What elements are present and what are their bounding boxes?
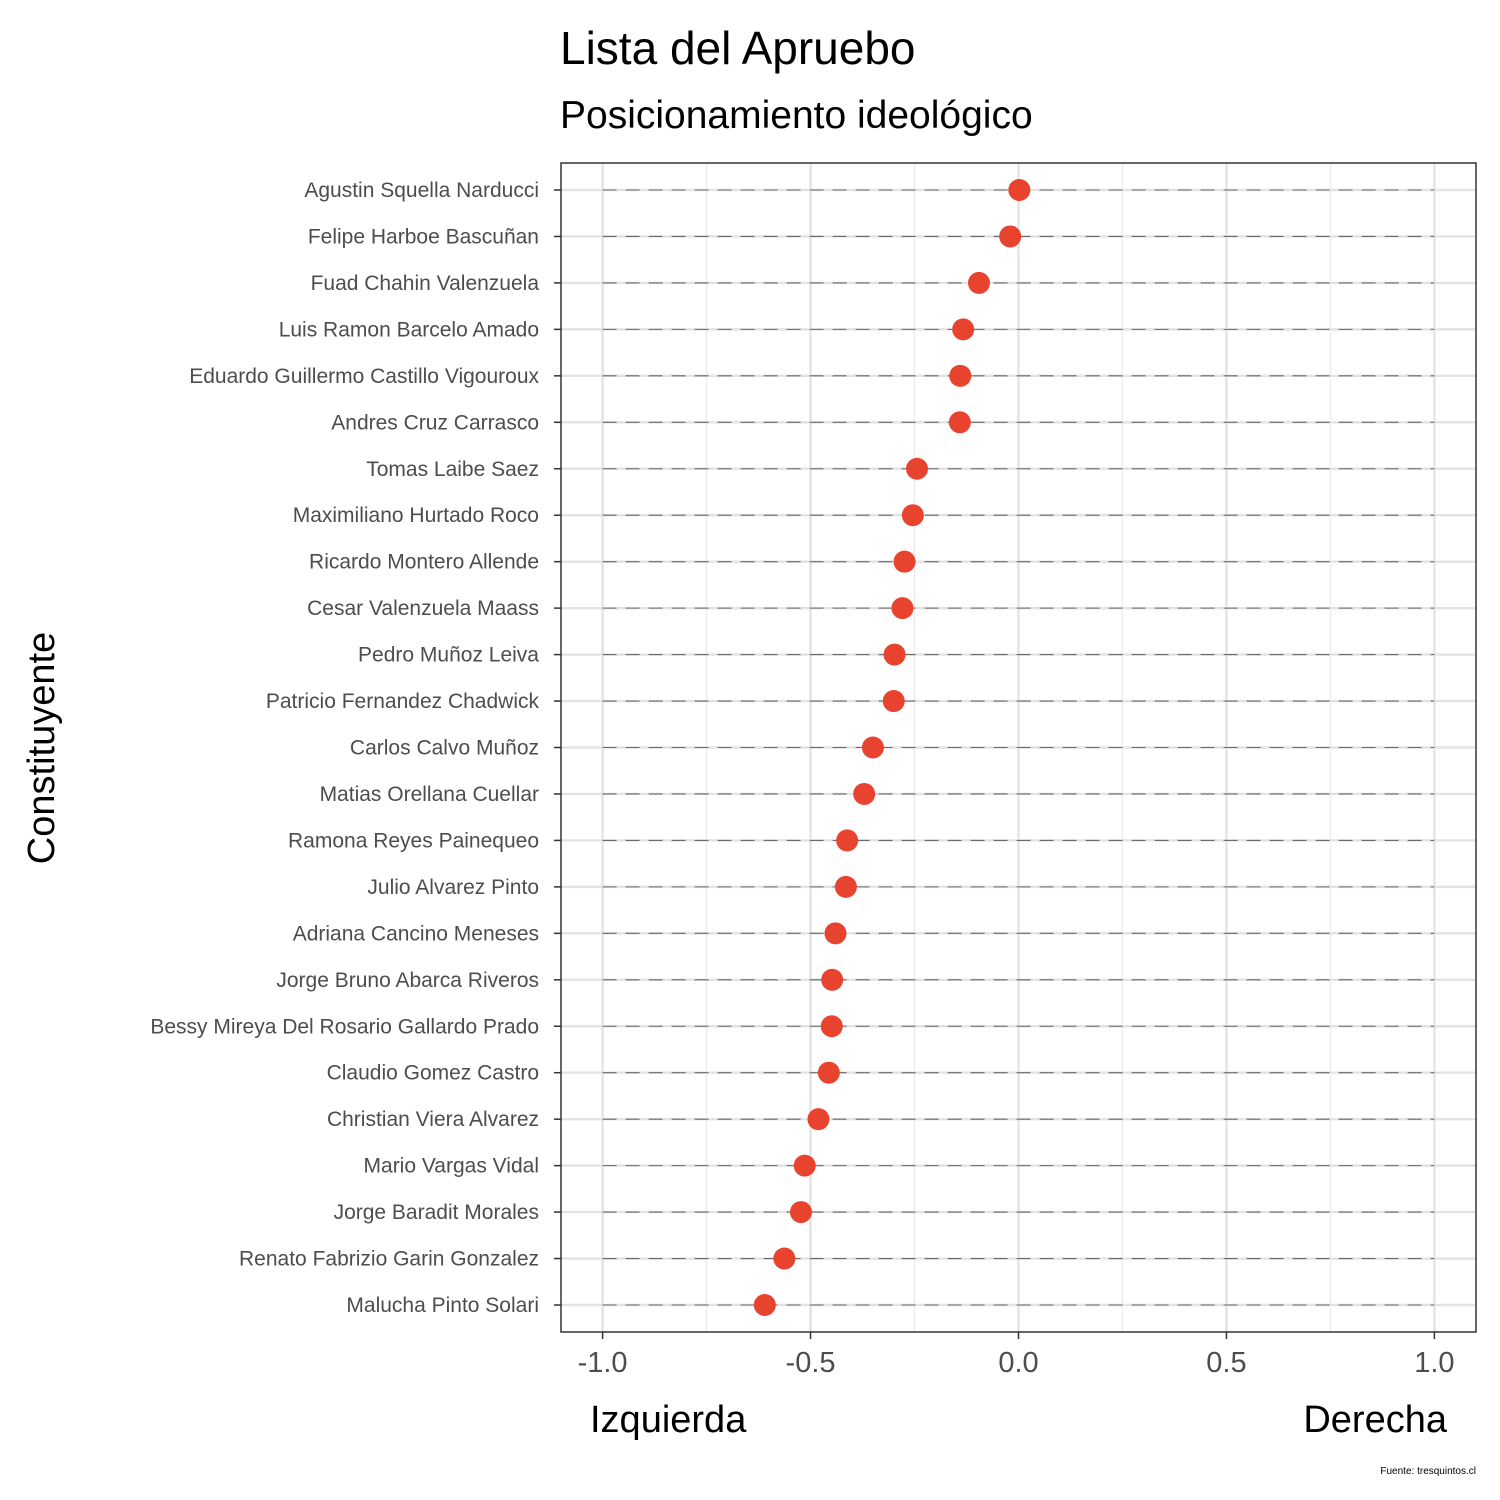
left-extreme-label: Izquierda — [590, 1399, 747, 1441]
data-point — [773, 1247, 796, 1270]
data-point — [861, 736, 884, 759]
right-extreme-label: Derecha — [1303, 1399, 1447, 1441]
category-label: Malucha Pinto Solari — [346, 1294, 539, 1317]
data-point — [807, 1108, 830, 1131]
category-label: Christian Viera Alvarez — [327, 1108, 539, 1131]
category-label: Agustin Squella Narducci — [304, 179, 539, 202]
category-label: Felipe Harboe Bascuñan — [308, 225, 539, 248]
category-label: Luis Ramon Barcelo Amado — [279, 318, 539, 341]
data-point — [949, 364, 972, 387]
category-label: Fuad Chahin Valenzuela — [311, 272, 540, 295]
category-label: Claudio Gomez Castro — [327, 1062, 539, 1085]
x-axis-ticks-layer: -1.0 -0.5 0.0 0.5 1.0 — [578, 1332, 1455, 1379]
data-point — [906, 457, 929, 480]
x-tick-label: 0.0 — [998, 1347, 1038, 1379]
data-point — [836, 829, 859, 852]
category-label: Ricardo Montero Allende — [309, 551, 539, 574]
category-label: Tomas Laibe Saez — [366, 458, 539, 481]
chart-subtitle: Posicionamiento ideológico — [560, 94, 1033, 137]
data-point — [753, 1294, 776, 1316]
data-point — [901, 504, 924, 527]
category-label: Eduardo Guillermo Castillo Vigouroux — [189, 365, 539, 388]
category-label: Maximiliano Hurtado Roco — [293, 504, 539, 527]
category-label: Jorge Bruno Abarca Riveros — [276, 969, 539, 992]
data-point — [821, 968, 844, 991]
category-label: Mario Vargas Vidal — [364, 1155, 539, 1178]
data-point — [793, 1154, 816, 1177]
x-tick-label: 1.0 — [1414, 1347, 1454, 1379]
dashed-lines-layer — [602, 189, 1435, 1306]
category-label: Jorge Baradit Morales — [334, 1201, 539, 1224]
data-point — [817, 1061, 840, 1084]
category-label: Ramona Reyes Painequeo — [288, 829, 539, 852]
category-labels-layer: Agustin Squella Narducci Felipe Harboe Ba… — [150, 179, 561, 1317]
category-label: Matias Orellana Cuellar — [320, 783, 539, 806]
data-point — [1008, 179, 1031, 201]
category-label: Renato Fabrizio Garin Gonzalez — [239, 1248, 539, 1271]
data-point — [948, 411, 971, 434]
x-tick-label: 0.5 — [1206, 1347, 1246, 1379]
category-label: Andres Cruz Carrasco — [331, 411, 539, 434]
data-point — [883, 643, 906, 666]
chart-title: Lista del Apruebo — [560, 22, 916, 74]
category-label: Julio Alvarez Pinto — [367, 876, 539, 899]
category-label: Cesar Valenzuela Maass — [307, 597, 539, 620]
data-point — [952, 318, 975, 341]
category-label: Bessy Mireya Del Rosario Gallardo Prado — [150, 1015, 539, 1038]
category-label: Adriana Cancino Meneses — [293, 922, 539, 945]
data-point — [967, 271, 990, 294]
data-point — [824, 922, 847, 945]
x-tick-label: -0.5 — [786, 1347, 836, 1379]
data-point — [882, 690, 905, 713]
data-point — [789, 1201, 812, 1224]
source-caption: Fuente: tresquintos.cl — [1380, 1466, 1476, 1477]
points-layer — [753, 179, 1031, 1316]
category-label: Patricio Fernandez Chadwick — [266, 690, 540, 713]
x-tick-label: -1.0 — [578, 1347, 628, 1379]
data-point — [999, 225, 1022, 248]
category-label: Carlos Calvo Muñoz — [350, 737, 539, 760]
data-point — [891, 597, 914, 620]
category-label: Pedro Muñoz Leiva — [358, 644, 539, 667]
data-point — [820, 1015, 843, 1038]
data-point — [893, 550, 916, 573]
data-point — [834, 875, 857, 898]
y-axis-title: Constituyente — [21, 632, 63, 864]
data-point — [853, 782, 876, 805]
